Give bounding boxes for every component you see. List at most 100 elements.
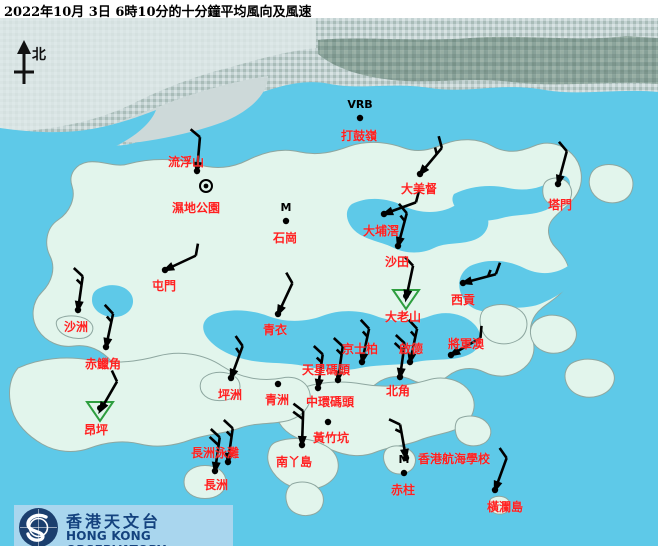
wind-barb-feather [189, 128, 201, 139]
station-marker-tseung-kwan-o[interactable] [447, 325, 483, 359]
station-marker-tai-po-kau[interactable] [380, 190, 421, 218]
station-label-ta-kwu-ling: 打鼓嶺 [340, 129, 378, 143]
wind-barb-arrowhead [447, 346, 462, 357]
hong-kong-wind-map[interactable]: 北 流浮山 濕地公園 打鼓嶺 VRB 石崗 M 大美督 塔門 大埔滘 沙田 屯門 西貢 大老山 青衣 沙洲赤… [0, 18, 658, 546]
wind-barb-half-feather [225, 430, 233, 438]
wind-barb-half-feather [399, 214, 406, 222]
station-label-sha-chau: 沙洲 [63, 320, 89, 334]
station-label-wong-chuk-hang: 黃竹坑 [312, 431, 350, 445]
station-marker-lamma-island[interactable] [292, 402, 307, 449]
station-marker-wong-chuk-hang[interactable] [324, 418, 332, 426]
map-geography [0, 18, 658, 546]
station-marker-chek-lap-kok[interactable] [102, 303, 115, 351]
station-dot [356, 114, 364, 122]
inner-water-1 [92, 285, 134, 318]
north-label: 北 [32, 47, 46, 63]
station-marker-tsing-chau[interactable] [274, 380, 282, 388]
wind-barb-arrowhead [403, 289, 413, 303]
wind-barb-arrowhead [224, 452, 234, 466]
station-label-cheung-chau-beach: 長洲泳灘 [190, 446, 240, 460]
station-label-tsing-chau: 青洲 [264, 393, 290, 407]
wind-barb-arrowhead [74, 300, 84, 314]
sha-chau-island [55, 315, 94, 339]
deep-bay-water [0, 110, 156, 165]
wind-barb-arrowhead [555, 174, 565, 188]
wind-barb-arrowhead [493, 480, 503, 494]
station-marker-kings-park[interactable] [358, 318, 371, 366]
station-marker-peng-chau[interactable] [227, 335, 244, 382]
tap-mun-island [542, 177, 573, 207]
station-marker-tuen-mun[interactable] [161, 243, 200, 274]
station-marker-sai-kung[interactable] [459, 262, 502, 287]
station-label-tap-mun: 塔門 [547, 198, 573, 212]
wind-barb-feather [414, 190, 421, 203]
station-marker-cheung-chau[interactable] [208, 428, 222, 475]
station-marker-ngong-ping[interactable] [85, 369, 119, 423]
station-marker-sea-school[interactable] [388, 418, 410, 462]
wind-barb-feather [557, 140, 568, 152]
station-marker-ta-kwu-ling[interactable] [356, 114, 364, 122]
page-title: 2022年10月 3日 6時10分的十分鐘平均風向及風速 [4, 5, 312, 20]
wind-barb-arrowhead [211, 461, 221, 475]
station-marker-lau-fau-shan[interactable] [189, 128, 203, 175]
station-marker-tap-mun[interactable] [554, 140, 569, 188]
wind-barb-arrowhead [359, 352, 369, 366]
wind-barb-feather [234, 335, 244, 347]
sai-kung-island [479, 304, 528, 345]
station-marker-star-ferry[interactable] [332, 337, 345, 384]
station-marker-tates-cairn[interactable] [391, 255, 421, 311]
station-label-kai-tak: 啟德 [398, 342, 424, 356]
wind-barb-feather [209, 428, 221, 439]
station-flag-shek-kong: M [280, 201, 292, 214]
wind-barb-feather [494, 262, 502, 275]
wind-barb-feather [479, 325, 483, 339]
wind-barb-feather [407, 318, 419, 330]
station-dot [400, 469, 408, 477]
station-marker-tai-mei-tuk[interactable] [416, 135, 444, 178]
station-label-peng-chau: 坪洲 [217, 388, 243, 402]
station-label-tai-po-kau: 大埔滘 [362, 224, 400, 238]
station-marker-shek-kong[interactable] [282, 217, 290, 225]
wind-barb-arrowhead [229, 368, 239, 382]
hong-kong-island [275, 377, 475, 457]
station-marker-central-pier[interactable] [312, 345, 325, 392]
calm-wind-symbol [199, 179, 213, 193]
wind-barb-arrowhead [314, 378, 324, 392]
wind-barb-arrowhead [276, 303, 286, 318]
hko-logo-icon [19, 508, 58, 546]
waglan-island-shape [488, 495, 511, 515]
highland-station-triangle [85, 401, 115, 423]
wind-barb-feather [292, 402, 304, 413]
wind-barb-feather [359, 318, 371, 330]
wind-barb-layer [72, 114, 569, 494]
wind-barb-feather [397, 202, 408, 214]
station-marker-wetland-park[interactable] [199, 179, 213, 193]
wind-barb-arrowhead [407, 352, 417, 366]
wind-barb-arrowhead [161, 262, 176, 272]
wind-barb-half-feather [486, 269, 492, 277]
wind-barb-feather [222, 419, 234, 430]
station-dot [324, 418, 332, 426]
station-marker-sha-tin[interactable] [394, 202, 409, 250]
wind-barb-half-feather [75, 278, 83, 286]
station-marker-north-point[interactable] [393, 334, 407, 381]
station-marker-kai-tak[interactable] [406, 318, 419, 366]
station-marker-stanley[interactable] [400, 469, 408, 477]
station-label-tates-cairn: 大老山 [384, 310, 422, 324]
wind-barb-arrowhead [400, 448, 409, 462]
station-marker-waglan-island[interactable] [491, 447, 508, 494]
wind-barb-feather [72, 267, 84, 278]
wind-barb-half-feather [235, 347, 241, 355]
station-label-shek-kong: 石崗 [272, 231, 298, 245]
station-flag-stanley: M [398, 453, 410, 466]
kau-sai-chau [529, 314, 577, 354]
wind-barb-half-feather [394, 428, 403, 434]
wind-barb-feather [388, 418, 401, 426]
wind-barb-feather [403, 255, 415, 267]
station-marker-tsing-yi[interactable] [274, 271, 294, 318]
station-marker-cheung-chau-beach[interactable] [222, 419, 235, 466]
wind-barb-feather [312, 345, 324, 356]
station-marker-sha-chau[interactable] [72, 267, 85, 314]
station-label-chek-lap-kok: 赤鱲角 [84, 357, 122, 371]
wind-barb-half-feather [335, 348, 343, 356]
